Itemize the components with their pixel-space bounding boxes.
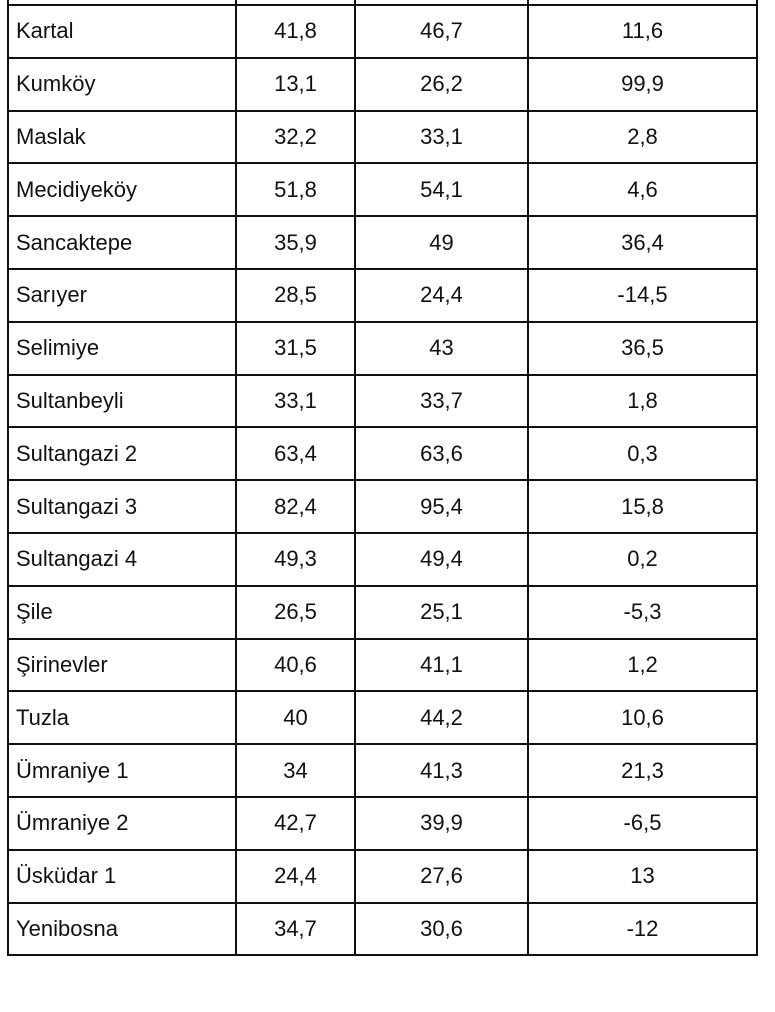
- station-name-cell: Kumköy: [7, 56, 237, 112]
- station-name-cell: Sultangazi 3: [7, 479, 237, 534]
- table-row: Sancaktepe 35,9 49 36,4: [7, 215, 758, 270]
- station-name-cell: Sultangazi 2: [7, 426, 237, 482]
- change-value-cell: -14,5: [527, 267, 758, 323]
- value-2-cell: 39,9: [354, 795, 529, 851]
- station-name-cell: Tuzla: [7, 690, 237, 746]
- table-row-cut-off: [7, 0, 758, 6]
- table-row: Kartal 41,8 46,7 11,6: [7, 4, 758, 59]
- station-name-cell: Maslak: [7, 109, 237, 165]
- table-row: Sultangazi 2 63,4 63,6 0,3: [7, 426, 758, 482]
- value-2-cell: 27,6: [354, 848, 529, 904]
- change-value-cell: 1,8: [527, 373, 758, 429]
- change-value-cell: -6,5: [527, 795, 758, 851]
- value-1-cell: 42,7: [235, 795, 356, 851]
- cut-off-cell: [235, 0, 356, 6]
- value-1-cell: 63,4: [235, 426, 356, 482]
- table-row: Yenibosna 34,7 30,6 -12: [7, 901, 758, 957]
- table-row: Sultanbeyli 33,1 33,7 1,8: [7, 373, 758, 429]
- change-value-cell: 21,3: [527, 743, 758, 798]
- table-row: Kumköy 13,1 26,2 99,9: [7, 56, 758, 112]
- table-row: Üsküdar 1 24,4 27,6 13: [7, 848, 758, 904]
- value-2-cell: 41,3: [354, 743, 529, 798]
- value-2-cell: 41,1: [354, 637, 529, 693]
- table-row: Selimiye 31,5 43 36,5: [7, 320, 758, 376]
- change-value-cell: 0,2: [527, 531, 758, 587]
- value-1-cell: 40,6: [235, 637, 356, 693]
- table-row: Tuzla 40 44,2 10,6: [7, 690, 758, 746]
- station-name-cell: Sancaktepe: [7, 215, 237, 270]
- value-1-cell: 49,3: [235, 531, 356, 587]
- station-name-cell: Yenibosna: [7, 901, 237, 957]
- change-value-cell: 1,2: [527, 637, 758, 693]
- station-name-cell: Şile: [7, 584, 237, 640]
- change-value-cell: 2,8: [527, 109, 758, 165]
- value-2-cell: 54,1: [354, 162, 529, 218]
- table-row: Şirinevler 40,6 41,1 1,2: [7, 637, 758, 693]
- cut-off-cell: [527, 0, 758, 6]
- station-name-cell: Mecidiyeköy: [7, 162, 237, 218]
- station-name-cell: Sultangazi 4: [7, 531, 237, 587]
- value-1-cell: 34,7: [235, 901, 356, 957]
- value-1-cell: 33,1: [235, 373, 356, 429]
- station-name-cell: Selimiye: [7, 320, 237, 376]
- change-value-cell: 15,8: [527, 479, 758, 534]
- cut-off-cell: [7, 0, 237, 6]
- table-row: Mecidiyeköy 51,8 54,1 4,6: [7, 162, 758, 218]
- value-1-cell: 41,8: [235, 4, 356, 59]
- value-1-cell: 40: [235, 690, 356, 746]
- value-1-cell: 82,4: [235, 479, 356, 534]
- station-name-cell: Sarıyer: [7, 267, 237, 323]
- change-value-cell: 11,6: [527, 4, 758, 59]
- value-2-cell: 63,6: [354, 426, 529, 482]
- change-value-cell: 99,9: [527, 56, 758, 112]
- value-1-cell: 28,5: [235, 267, 356, 323]
- change-value-cell: -12: [527, 901, 758, 957]
- value-1-cell: 35,9: [235, 215, 356, 270]
- value-1-cell: 13,1: [235, 56, 356, 112]
- value-1-cell: 24,4: [235, 848, 356, 904]
- station-name-cell: Kartal: [7, 4, 237, 59]
- value-2-cell: 30,6: [354, 901, 529, 957]
- value-2-cell: 49,4: [354, 531, 529, 587]
- table-row: Ümraniye 1 34 41,3 21,3: [7, 743, 758, 798]
- table-body: Kartal 41,8 46,7 11,6 Kumköy 13,1 26,2 99,9 Masl…: [7, 0, 758, 957]
- value-2-cell: 25,1: [354, 584, 529, 640]
- station-name-cell: Üsküdar 1: [7, 848, 237, 904]
- table-row: Maslak 32,2 33,1 2,8: [7, 109, 758, 165]
- change-value-cell: 4,6: [527, 162, 758, 218]
- change-value-cell: 0,3: [527, 426, 758, 482]
- value-2-cell: 33,7: [354, 373, 529, 429]
- value-1-cell: 51,8: [235, 162, 356, 218]
- change-value-cell: 10,6: [527, 690, 758, 746]
- change-value-cell: -5,3: [527, 584, 758, 640]
- station-name-cell: Şirinevler: [7, 637, 237, 693]
- value-2-cell: 43: [354, 320, 529, 376]
- value-2-cell: 95,4: [354, 479, 529, 534]
- value-1-cell: 31,5: [235, 320, 356, 376]
- value-1-cell: 26,5: [235, 584, 356, 640]
- change-value-cell: 13: [527, 848, 758, 904]
- station-name-cell: Sultanbeyli: [7, 373, 237, 429]
- station-name-cell: Ümraniye 2: [7, 795, 237, 851]
- value-2-cell: 33,1: [354, 109, 529, 165]
- table-row: Sultangazi 4 49,3 49,4 0,2: [7, 531, 758, 587]
- table-row: Sarıyer 28,5 24,4 -14,5: [7, 267, 758, 323]
- value-1-cell: 32,2: [235, 109, 356, 165]
- table-row: Sultangazi 3 82,4 95,4 15,8: [7, 479, 758, 534]
- value-2-cell: 46,7: [354, 4, 529, 59]
- change-value-cell: 36,5: [527, 320, 758, 376]
- table-row: Şile 26,5 25,1 -5,3: [7, 584, 758, 640]
- value-2-cell: 44,2: [354, 690, 529, 746]
- table-row: Ümraniye 2 42,7 39,9 -6,5: [7, 795, 758, 851]
- station-name-cell: Ümraniye 1: [7, 743, 237, 798]
- cut-off-cell: [354, 0, 529, 6]
- data-table: Kartal 41,8 46,7 11,6 Kumköy 13,1 26,2 99,9 Masl…: [7, 0, 758, 957]
- value-1-cell: 34: [235, 743, 356, 798]
- change-value-cell: 36,4: [527, 215, 758, 270]
- data-table-container: Kartal 41,8 46,7 11,6 Kumköy 13,1 26,2 99,9 Masl…: [7, 0, 758, 957]
- value-2-cell: 49: [354, 215, 529, 270]
- value-2-cell: 24,4: [354, 267, 529, 323]
- value-2-cell: 26,2: [354, 56, 529, 112]
